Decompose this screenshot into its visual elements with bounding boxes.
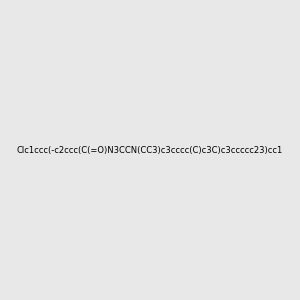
Text: Clc1ccc(-c2ccc(C(=O)N3CCN(CC3)c3cccc(C)c3C)c3ccccc23)cc1: Clc1ccc(-c2ccc(C(=O)N3CCN(CC3)c3cccc(C)c…: [17, 146, 283, 154]
